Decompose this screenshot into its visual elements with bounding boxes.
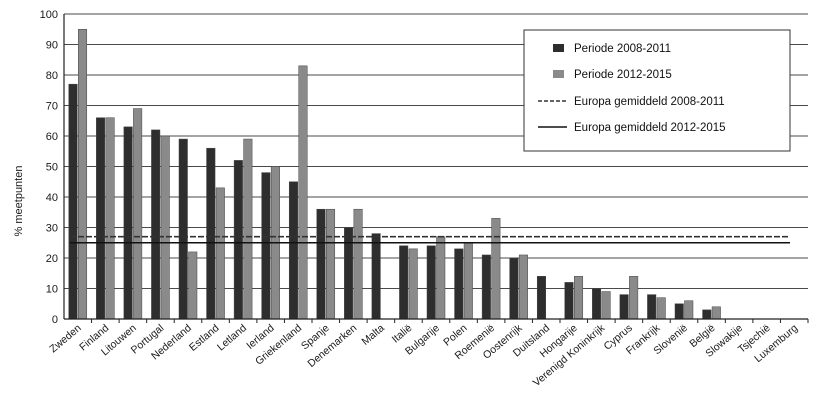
average-lines bbox=[70, 235, 790, 244]
legend-label-2012-2015: Periode 2012-2015 bbox=[574, 69, 672, 81]
y-tick-label-10: 10 bbox=[46, 284, 58, 296]
legend-label-2008-2011: Periode 2008-2011 bbox=[574, 43, 671, 55]
bar-zweden-2008-2011 bbox=[68, 83, 78, 320]
bar-estland-2008-2011 bbox=[206, 147, 216, 320]
bar-litouwen-2012-2015 bbox=[133, 108, 143, 320]
bar-belgi--2012-2015 bbox=[711, 306, 721, 320]
bar-litouwen-2008-2011 bbox=[123, 126, 133, 320]
bar-duitsland-2008-2011 bbox=[536, 276, 546, 320]
bar-estland-2012-2015 bbox=[215, 187, 225, 320]
bars bbox=[68, 29, 804, 320]
y-tick-label-40: 40 bbox=[46, 192, 58, 204]
bar-cyprus-2012-2015 bbox=[629, 276, 639, 320]
y-tick-labels: 0 10 20 30 40 50 60 70 80 90 100 bbox=[40, 9, 58, 326]
bar-itali--2012-2015 bbox=[408, 248, 418, 320]
bar-hongarije-2012-2015 bbox=[574, 276, 584, 320]
bar-sloveni--2008-2011 bbox=[674, 303, 684, 320]
bar-zweden-2012-2015 bbox=[78, 29, 88, 320]
y-tick-label-50: 50 bbox=[46, 162, 58, 174]
bar-denemarken-2008-2011 bbox=[344, 227, 354, 320]
legend-label-average-2008-2011: Europa gemiddeld 2008-2011 bbox=[574, 96, 725, 108]
bar-polen-2008-2011 bbox=[454, 248, 464, 320]
bar-hongarije-2008-2011 bbox=[564, 282, 574, 320]
bar-oostenrijk-2012-2015 bbox=[518, 254, 528, 320]
x-tick-label-zweden: Zweden bbox=[47, 322, 83, 355]
bar-spanje-2008-2011 bbox=[316, 208, 326, 320]
legend-label-average-2012-2015: Europa gemiddeld 2012-2015 bbox=[574, 122, 726, 134]
y-tick-label-100: 100 bbox=[40, 9, 58, 21]
bar-griekenland-2008-2011 bbox=[288, 181, 298, 320]
bar-verenigd-koninkrijk-2012-2015 bbox=[601, 291, 611, 320]
legend-swatch-2012-2015 bbox=[553, 70, 564, 78]
gridlines bbox=[64, 13, 808, 289]
bar-finland-2008-2011 bbox=[96, 117, 106, 320]
y-tick-label-0: 0 bbox=[52, 314, 58, 326]
bar-frankrijk-2012-2015 bbox=[656, 297, 666, 320]
bar-frankrijk-2008-2011 bbox=[647, 294, 657, 320]
bar-roemeni--2012-2015 bbox=[491, 218, 501, 320]
bar-roemeni--2008-2011 bbox=[481, 254, 491, 320]
category-labels: ZwedenFinlandLitouwenPortugalNederlandEs… bbox=[47, 322, 800, 389]
bar-nederland-2008-2011 bbox=[178, 138, 188, 320]
bar-portugal-2008-2011 bbox=[151, 129, 161, 320]
x-tick-label-estland: Estland bbox=[187, 322, 222, 354]
bar-verenigd-koninkrijk-2008-2011 bbox=[592, 288, 602, 320]
bar-sloveni--2012-2015 bbox=[684, 300, 694, 320]
bar-polen-2012-2015 bbox=[463, 242, 473, 320]
bar-portugal-2012-2015 bbox=[160, 135, 170, 320]
bar-ierland-2008-2011 bbox=[261, 172, 271, 320]
y-tick-label-30: 30 bbox=[46, 223, 58, 235]
bar-denemarken-2012-2015 bbox=[353, 208, 363, 320]
y-tick-label-70: 70 bbox=[46, 101, 58, 113]
bar-bulgarije-2008-2011 bbox=[426, 245, 436, 320]
bar-letland-2008-2011 bbox=[233, 160, 243, 320]
y-tick-label-80: 80 bbox=[46, 70, 58, 82]
bar-griekenland-2012-2015 bbox=[298, 65, 308, 320]
bar-oostenrijk-2008-2011 bbox=[509, 257, 519, 320]
bar-nederland-2012-2015 bbox=[188, 251, 198, 320]
x-tick-label-malta: Malta bbox=[359, 322, 387, 348]
bar-letland-2012-2015 bbox=[243, 138, 253, 320]
bar-spanje-2012-2015 bbox=[326, 208, 336, 320]
bar-cyprus-2008-2011 bbox=[619, 294, 629, 320]
y-tick-label-20: 20 bbox=[46, 253, 58, 265]
bar-belgi--2008-2011 bbox=[702, 309, 712, 320]
bar-bulgarije-2012-2015 bbox=[436, 236, 446, 320]
y-tick-label-90: 90 bbox=[46, 40, 58, 52]
bar-malta-2008-2011 bbox=[371, 233, 381, 320]
legend-box bbox=[523, 29, 791, 152]
axes bbox=[63, 14, 809, 323]
x-tick-label-letland: Letland bbox=[215, 322, 249, 353]
legend: Periode 2008-2011 Periode 2012-2015 Euro… bbox=[523, 29, 791, 152]
y-tick-label-60: 60 bbox=[46, 131, 58, 143]
legend-swatch-2008-2011 bbox=[553, 44, 564, 52]
bar-itali--2008-2011 bbox=[399, 245, 409, 320]
y-axis-title: % meetpunten bbox=[13, 166, 25, 237]
bar-finland-2012-2015 bbox=[105, 117, 115, 320]
